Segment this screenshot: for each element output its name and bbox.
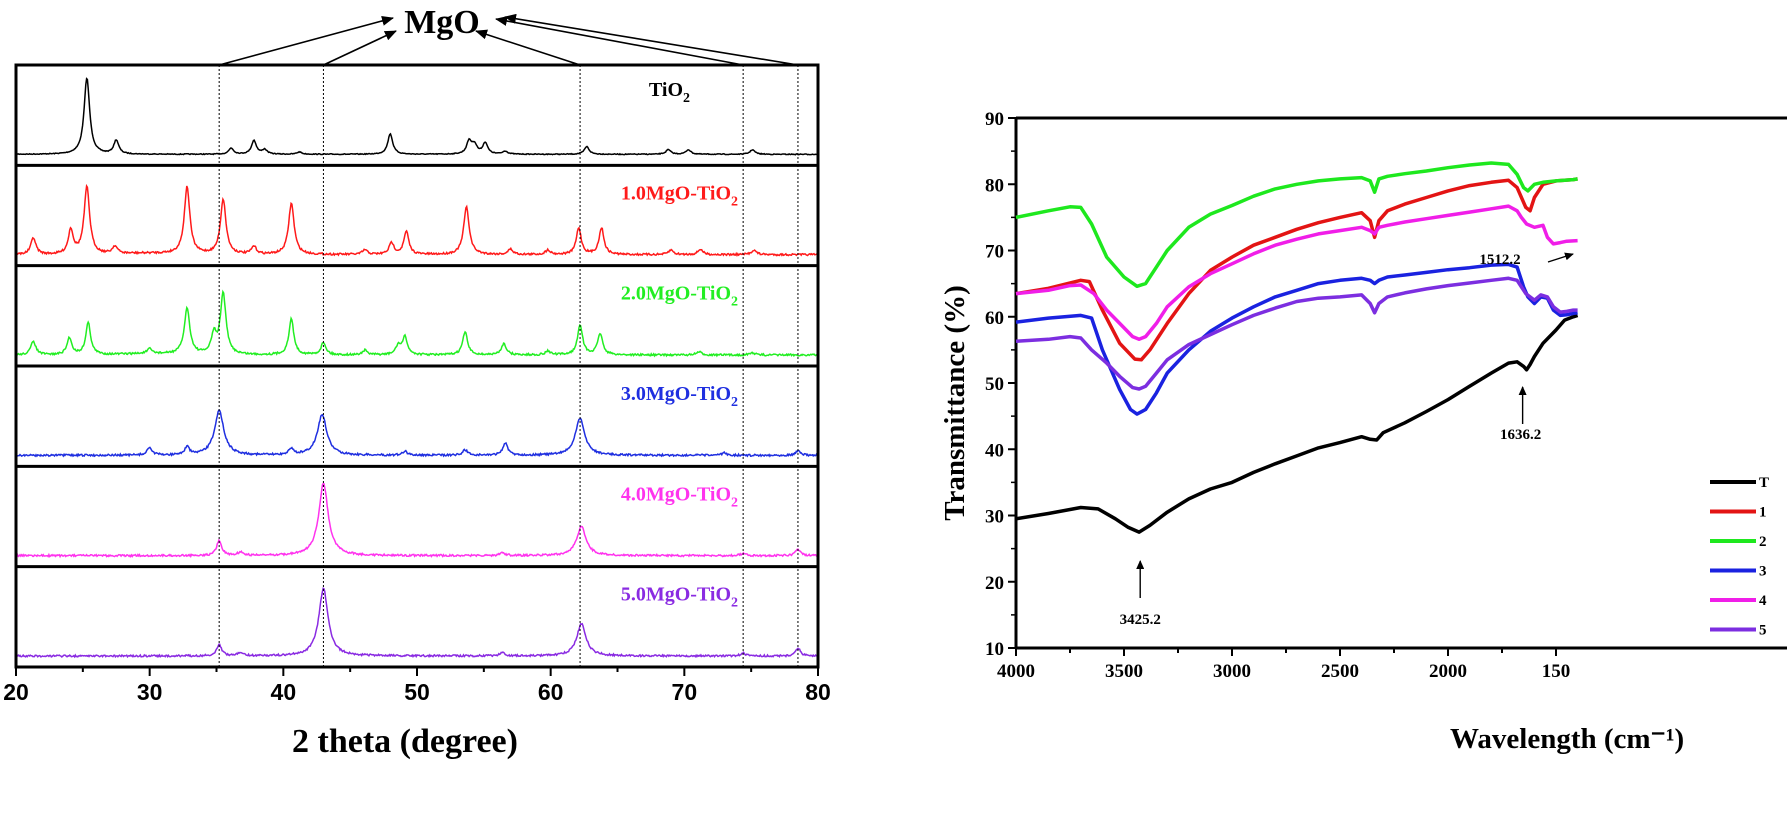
xrd-trace-label-subscript: 2 [731,395,738,410]
ftir-x-tick-label: 150 [1542,661,1571,682]
mgo-pointer-arrow-2 [323,30,397,66]
xrd-trace-label-2: 1.0MgO-TiO2 [621,182,738,209]
xrd-trace-label-subscript: 2 [731,596,738,611]
ftir-y-tick-label: 50 [985,374,1004,395]
annotation-label-1512: 1512.2 [1479,252,1520,268]
ftir-legend-label-4: 3 [1759,564,1767,580]
ftir-y-tick-label: 70 [985,242,1004,263]
ftir-y-tick-label: 30 [985,507,1004,528]
ftir-y-tick-label: 20 [985,573,1004,594]
ftir-y-tick-label: 80 [985,175,1004,196]
ftir-y-tick-label: 10 [985,639,1004,660]
ftir-y-tick-label: 60 [985,308,1004,329]
ftir-x-tick-label: 2000 [1429,661,1467,682]
mgo-pointer-arrow-3 [475,29,581,66]
mgo-pointer-arrow-4 [495,16,744,66]
ftir-x-tick-label: 4000 [997,661,1035,682]
xrd-trace-label-subscript: 2 [683,91,690,106]
ftir-legend-label-2: 1 [1759,505,1767,521]
ftir-trace-3 [1015,161,1578,289]
annotation-label-1636: 1636.2 [1500,427,1541,443]
ftir-trace-6 [1015,276,1578,391]
xrd-trace-6 [15,587,819,659]
ftir-trace-5 [1015,204,1578,342]
xrd-trace-label-text: 5.0MgO-TiO [621,584,731,606]
xrd-trace-label-text: 1.0MgO-TiO [621,182,731,204]
xrd-x-tick-label: 70 [672,679,698,705]
mgo-pointer-arrow-5 [504,13,799,66]
annotation-label-3425: 3425.2 [1120,612,1161,628]
xrd-x-tick-label: 60 [538,679,564,705]
ftir-y-tick-label: 40 [985,440,1004,461]
xrd-trace-label-1: TiO2 [649,79,690,106]
xrd-trace-label-6: 5.0MgO-TiO2 [621,584,738,611]
xrd-trace-label-subscript: 2 [731,194,738,209]
xrd-trace-label-text: TiO [649,79,683,101]
xrd-trace-3 [15,289,819,358]
xrd-chart: TiO21.0MgO-TiO22.0MgO-TiO23.0MgO-TiO24.0… [3,4,831,760]
xrd-trace-label-text: 3.0MgO-TiO [621,383,731,405]
xrd-trace-label-subscript: 2 [731,495,738,510]
mgo-phase-label: MgO [404,4,480,41]
xrd-x-tick-label: 20 [3,679,29,705]
annotation-arrow-1512 [1547,252,1574,263]
xrd-trace-2 [15,183,819,258]
ftir-trace-2 [1015,177,1578,362]
xrd-trace-label-text: 2.0MgO-TiO [621,283,731,305]
xrd-trace-label-subscript: 2 [731,295,738,310]
xrd-x-tick-label: 40 [271,679,297,705]
ftir-trace-1 [1015,313,1579,534]
xrd-x-axis-title: 2 theta (degree) [292,723,518,760]
xrd-x-tick-label: 30 [137,679,163,705]
ftir-y-tick-label: 90 [985,109,1004,130]
ftir-trace-4 [1015,262,1578,416]
ftir-x-tick-label: 3500 [1105,661,1143,682]
xrd-trace-5 [15,482,819,559]
xrd-trace-label-text: 4.0MgO-TiO [621,483,731,505]
ftir-legend-label-6: 5 [1759,623,1767,639]
xrd-trace-label-5: 4.0MgO-TiO2 [621,483,738,510]
ftir-x-tick-label: 2500 [1321,661,1359,682]
ftir-legend-label-3: 2 [1759,534,1767,550]
ftir-x-tick-label: 3000 [1213,661,1251,682]
ftir-legend-label-5: 4 [1759,593,1767,609]
xrd-trace-label-4: 3.0MgO-TiO2 [621,383,738,410]
xrd-trace-label-3: 2.0MgO-TiO2 [621,283,738,310]
xrd-trace-1 [15,77,819,156]
mgo-pointer-arrow-1 [218,16,394,66]
ftir-x-axis-title: Wavelength (cm⁻¹) [1450,723,1684,755]
ftir-legend-label-1: T [1759,475,1769,491]
xrd-x-tick-label: 80 [805,679,831,705]
ftir-y-axis-title: Transmittance (%) [939,285,971,520]
xrd-trace-4 [15,409,819,458]
xrd-x-tick-label: 50 [404,679,430,705]
